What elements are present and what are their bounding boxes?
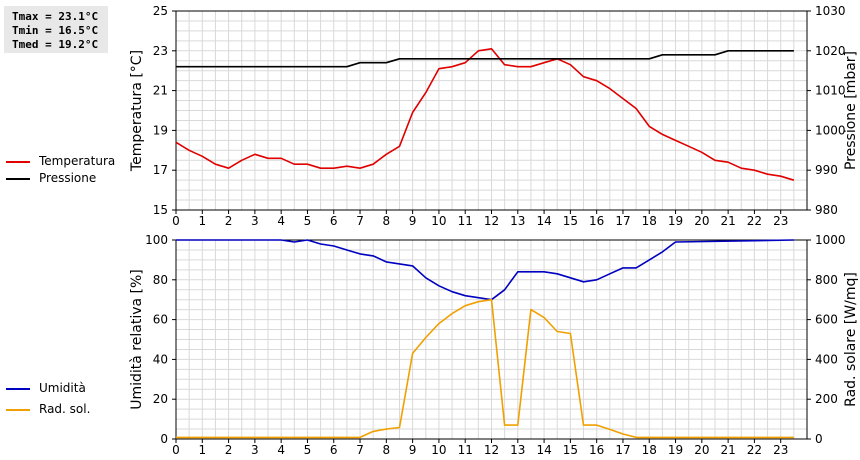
y-tick-label: 80 xyxy=(153,273,168,287)
x-tick-label: 14 xyxy=(536,214,551,228)
x-tick-label: 12 xyxy=(484,443,499,457)
y-tick-label: 21 xyxy=(153,84,168,98)
y2-tick-label: 1000 xyxy=(815,233,846,247)
legend-swatch-rad-sol xyxy=(6,409,30,411)
y-tick-label: 0 xyxy=(160,432,168,446)
x-tick-label: 10 xyxy=(431,214,446,228)
series-line-umidit xyxy=(176,239,794,301)
legend-label-temperatura: Temperatura xyxy=(39,154,116,168)
series-line-pressione xyxy=(176,49,794,68)
x-tick-label: 1 xyxy=(198,214,206,228)
legend-swatch-umidita xyxy=(6,388,30,390)
x-tick-label: 22 xyxy=(747,214,762,228)
x-tick-label: 16 xyxy=(589,443,604,457)
y2-axis-title: Rad. solare [W/mq] xyxy=(843,272,859,407)
legend-label-umidita: Umidità xyxy=(39,381,86,395)
y-tick-label: 25 xyxy=(153,4,168,18)
stats-box: Tmax = 23.1°C Tmin = 16.5°C Tmed = 19.2°… xyxy=(4,6,108,53)
y-tick-label: 23 xyxy=(153,44,168,58)
y-tick-label: 20 xyxy=(153,392,168,406)
legend-label-pressione: Pressione xyxy=(39,171,97,185)
x-tick-label: 23 xyxy=(773,214,788,228)
y2-tick-label: 400 xyxy=(815,352,838,366)
x-tick-label: 16 xyxy=(589,214,604,228)
y2-tick-label: 200 xyxy=(815,392,838,406)
x-tick-label: 3 xyxy=(251,214,259,228)
y2-axis-title: Pressione [mbar] xyxy=(843,51,859,170)
tmax-text: Tmax = 23.1°C xyxy=(12,10,99,23)
tmed-text: Tmed = 19.2°C xyxy=(12,38,99,51)
x-tick-label: 0 xyxy=(172,214,180,228)
x-tick-label: 18 xyxy=(642,214,657,228)
y-tick-label: 60 xyxy=(153,313,168,327)
x-tick-label: 6 xyxy=(330,443,338,457)
y2-tick-label: 600 xyxy=(815,313,838,327)
legend-swatch-temperatura xyxy=(6,161,30,163)
x-tick-label: 23 xyxy=(773,443,788,457)
y-tick-label: 19 xyxy=(153,123,168,137)
x-tick-label: 12 xyxy=(484,214,499,228)
x-tick-label: 9 xyxy=(409,443,417,457)
x-tick-label: 18 xyxy=(642,443,657,457)
y2-tick-label: 990 xyxy=(815,163,838,177)
y-tick-label: 17 xyxy=(153,163,168,177)
y-tick-label: 15 xyxy=(153,203,168,217)
tmin-text: Tmin = 16.5°C xyxy=(12,24,99,37)
series-line-temperatura xyxy=(175,47,795,181)
x-tick-label: 15 xyxy=(563,214,578,228)
y2-tick-label: 1030 xyxy=(815,4,846,18)
x-tick-label: 22 xyxy=(747,443,762,457)
x-tick-label: 0 xyxy=(172,443,180,457)
y2-tick-label: 1000 xyxy=(815,123,846,137)
x-tick-label: 5 xyxy=(304,443,312,457)
y-tick-label: 100 xyxy=(145,233,168,247)
y2-tick-label: 980 xyxy=(815,203,838,217)
x-tick-label: 20 xyxy=(694,214,709,228)
x-tick-label: 4 xyxy=(277,443,285,457)
x-tick-label: 14 xyxy=(536,443,551,457)
x-tick-label: 7 xyxy=(356,443,364,457)
x-tick-label: 4 xyxy=(277,214,285,228)
y-axis-title: Umidità relativa [%] xyxy=(129,269,145,410)
x-tick-label: 8 xyxy=(383,443,391,457)
x-tick-label: 10 xyxy=(431,443,446,457)
x-tick-label: 11 xyxy=(458,214,473,228)
series-line-rad-sol xyxy=(176,298,794,439)
x-tick-label: 2 xyxy=(225,443,233,457)
x-tick-label: 11 xyxy=(458,443,473,457)
x-tick-label: 17 xyxy=(615,443,630,457)
x-tick-label: 21 xyxy=(720,443,735,457)
x-tick-label: 2 xyxy=(225,214,233,228)
y2-tick-label: 0 xyxy=(815,432,823,446)
x-tick-label: 15 xyxy=(563,443,578,457)
x-tick-label: 21 xyxy=(720,214,735,228)
legend-swatch-pressione xyxy=(6,178,30,180)
x-tick-label: 3 xyxy=(251,443,259,457)
x-tick-label: 1 xyxy=(198,443,206,457)
x-tick-label: 20 xyxy=(694,443,709,457)
legend-label-rad-sol: Rad. sol. xyxy=(39,402,91,416)
y2-tick-label: 1010 xyxy=(815,84,846,98)
x-tick-label: 9 xyxy=(409,214,417,228)
x-tick-label: 7 xyxy=(356,214,364,228)
x-tick-label: 13 xyxy=(510,214,525,228)
x-tick-label: 6 xyxy=(330,214,338,228)
x-tick-label: 13 xyxy=(510,443,525,457)
x-tick-label: 19 xyxy=(668,443,683,457)
y-axis-title: Temperatura [°C] xyxy=(129,50,145,172)
y2-tick-label: 1020 xyxy=(815,44,846,58)
y2-tick-label: 800 xyxy=(815,273,838,287)
x-tick-label: 19 xyxy=(668,214,683,228)
x-tick-label: 17 xyxy=(615,214,630,228)
x-tick-label: 5 xyxy=(304,214,312,228)
x-tick-label: 8 xyxy=(383,214,391,228)
y-tick-label: 40 xyxy=(153,352,168,366)
